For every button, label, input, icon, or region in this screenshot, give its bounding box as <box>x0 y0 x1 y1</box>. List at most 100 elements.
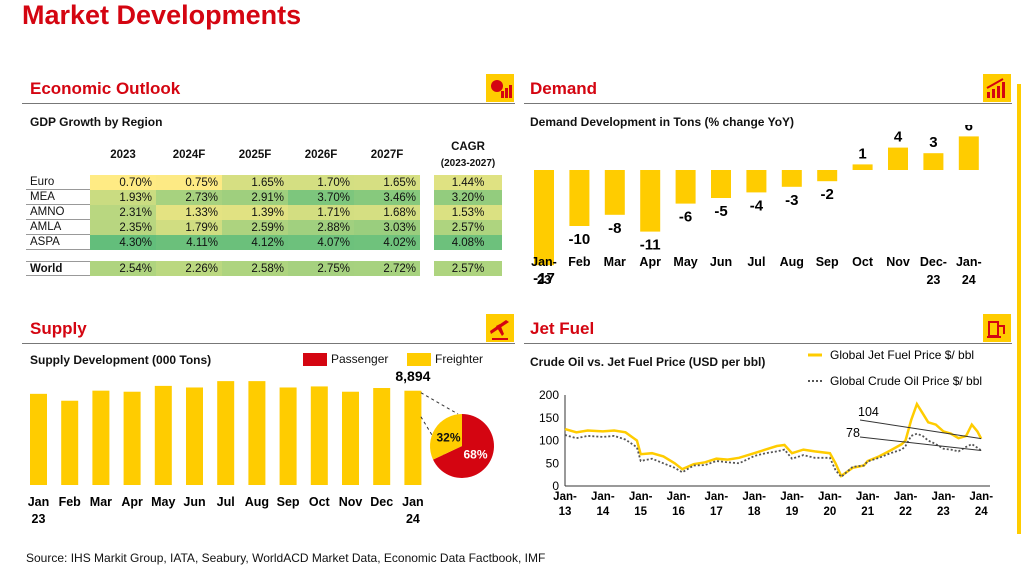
x-tick-label: 14 <box>596 506 609 518</box>
demand-bar <box>746 170 767 193</box>
region-name: AMLA <box>26 220 90 235</box>
demand-category-label: Oct <box>852 255 874 269</box>
demand-chart-title: Demand Development in Tons (% change YoY… <box>530 115 795 129</box>
demand-bar <box>888 147 908 170</box>
supply-bar <box>154 385 172 485</box>
x-tick-label: 15 <box>634 506 647 518</box>
supply-chart: Jan 23 Feb Mar Apr May Jun Jul Aug Sep Oct Nov Dec Ja… <box>28 368 495 526</box>
x-tick-label: 13 <box>559 506 572 518</box>
jetfuel-chart-title: Crude Oil vs. Jet Fuel Price (USD per bb… <box>530 355 766 369</box>
bar-growth-icon <box>983 74 1011 102</box>
gdp-cell: 2.73% <box>156 190 222 205</box>
gdp-cell: 1.65% <box>354 175 420 190</box>
demand-value-label: -17 <box>533 270 555 287</box>
annotation-label: 78 <box>846 426 860 440</box>
gdp-cell: 4.02% <box>354 235 420 250</box>
legend-crude-oil: Global Crude Oil Price $/ bbl <box>830 374 982 388</box>
x-tick-label: 21 <box>861 506 874 518</box>
accent-bar <box>1017 84 1021 534</box>
col-header: 2027F <box>370 149 404 161</box>
x-tick-label: Jan- <box>705 491 729 503</box>
col-header: 2026F <box>304 149 338 161</box>
x-tick-label: Jan- <box>553 491 577 503</box>
gdp-cell: 1.70% <box>288 175 354 190</box>
gdp-table: 2023 2024F 2025F 2026F 2027F CAGR (2023-2… <box>26 135 502 276</box>
gdp-cell: 1.79% <box>156 220 222 235</box>
x-tick-label: Jan- <box>591 491 615 503</box>
gdp-cell: 2.59% <box>222 220 288 235</box>
gdp-table-title: GDP Growth by Region <box>30 115 163 129</box>
supply-bar <box>30 393 47 485</box>
legend-swatch-freighter <box>407 353 431 366</box>
supply-category-label: Nov <box>339 495 363 509</box>
x-tick-label: Jan- <box>667 491 691 503</box>
gdp-cell: 4.12% <box>222 235 288 250</box>
x-tick-label: 17 <box>710 506 723 518</box>
supply-category-label: Oct <box>309 495 331 509</box>
demand-category-label: Jun <box>710 255 732 269</box>
demand-bar <box>569 170 590 226</box>
legend-passenger: Passenger <box>331 352 389 366</box>
legend-freighter: Freighter <box>435 352 484 366</box>
supply-bar <box>310 386 328 485</box>
demand-value-label: -3 <box>785 192 798 209</box>
demand-value-label: -4 <box>750 197 764 214</box>
gdp-cell: 1.33% <box>156 205 222 220</box>
x-tick-label: 18 <box>748 506 761 518</box>
gdp-cell: 2.31% <box>90 205 156 220</box>
demand-value-label: 3 <box>929 134 937 151</box>
region-name: AMNO <box>26 205 90 220</box>
region-row: AMLA 2.35% 1.79% 2.59% 2.88% 3.03% 2.57% <box>26 220 502 235</box>
region-row: ASPA 4.30% 4.11% 4.12% 4.07% 4.02% 4.08% <box>26 235 502 250</box>
demand-category-label: Dec- <box>920 255 947 269</box>
gdp-cell: 3.70% <box>288 190 354 205</box>
demand-category-label: Apr <box>639 255 661 269</box>
cagr-cell: 2.57% <box>434 261 502 276</box>
cagr-cell: 1.44% <box>434 175 502 190</box>
demand-chart: -17Jan-23-10Feb-8Mar-11Apr-6May-5Jun-4Ju… <box>531 125 982 287</box>
source-note: Source: IHS Markit Group, IATA, Seabury,… <box>26 551 546 565</box>
x-tick-label: 19 <box>786 506 799 518</box>
section-divider <box>22 343 515 344</box>
annotation-leader <box>859 419 982 440</box>
supply-last-value: 8,894 <box>395 368 430 384</box>
pie-slice-label: 68% <box>463 448 487 462</box>
demand-category-label: Jan- <box>531 255 557 269</box>
demand-category-label: 24 <box>962 273 976 287</box>
x-tick-label: 20 <box>823 506 836 518</box>
y-tick-label: 150 <box>539 411 559 425</box>
demand-bar <box>817 170 838 182</box>
col-header: 2025F <box>238 149 272 161</box>
demand-bar <box>711 170 731 198</box>
supply-bar <box>279 387 297 485</box>
gdp-cell: 2.35% <box>90 220 156 235</box>
demand-category-label: May <box>673 255 697 269</box>
x-tick-label: Jan- <box>629 491 653 503</box>
section-divider <box>524 343 1012 344</box>
gdp-cell: 4.11% <box>156 235 222 250</box>
gdp-cell: 0.75% <box>156 175 222 190</box>
gdp-cell: 2.26% <box>156 261 222 276</box>
demand-bar <box>852 164 873 170</box>
annotation-leader <box>859 436 982 452</box>
demand-category-label: Jul <box>747 255 765 269</box>
demand-category-label: Feb <box>568 255 591 269</box>
pie-slice-passenger <box>433 414 495 478</box>
supply-category-label: Sep <box>277 495 300 509</box>
region-row: MEA 1.93% 2.73% 2.91% 3.70% 3.46% 3.20% <box>26 190 502 205</box>
supply-bar <box>404 390 422 485</box>
supply-category-label: 23 <box>32 512 46 526</box>
cagr-header-1: CAGR <box>451 141 485 153</box>
demand-category-label: Mar <box>604 255 626 269</box>
gdp-cell: 4.07% <box>288 235 354 250</box>
jetfuel-title: Jet Fuel <box>530 319 595 338</box>
gdp-cell: 2.58% <box>222 261 288 276</box>
supply-category-label: 24 <box>406 512 420 526</box>
supply-category-label: Dec <box>370 495 393 509</box>
demand-value-label: 4 <box>894 129 903 146</box>
cagr-cell: 1.53% <box>434 205 502 220</box>
x-tick-label: Jan- <box>818 491 842 503</box>
aircraft-icon <box>486 314 514 342</box>
x-tick-label: Jan- <box>932 491 956 503</box>
supply-bar <box>248 381 266 485</box>
